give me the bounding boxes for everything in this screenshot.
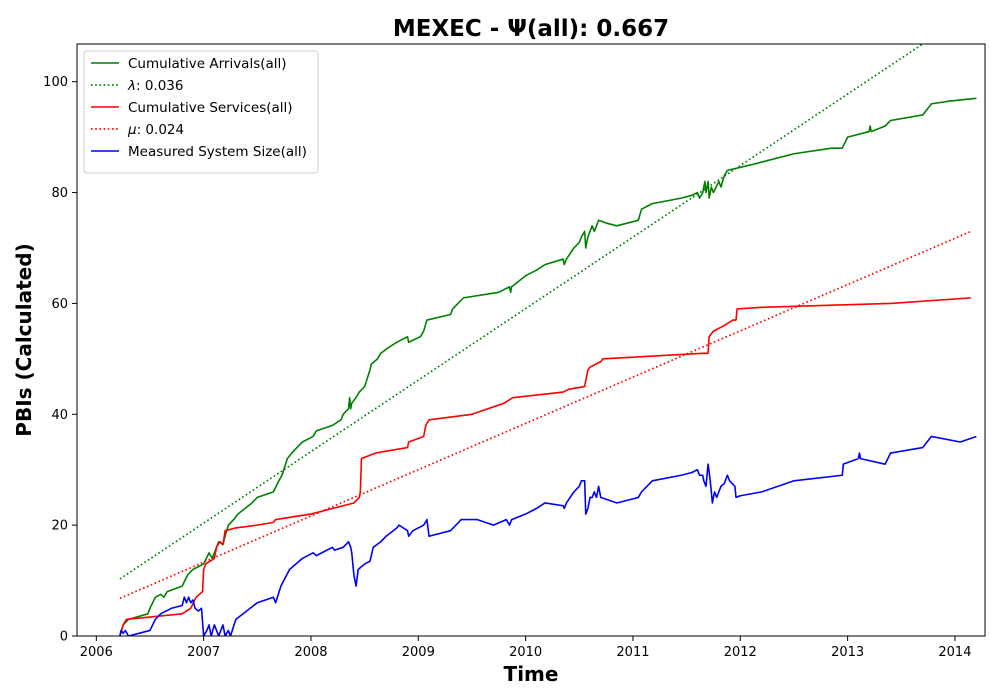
x-tick-label: 2013 <box>831 645 864 660</box>
x-tick-label: 2014 <box>938 645 971 660</box>
x-tick-label: 2009 <box>402 645 435 660</box>
y-tick-label: 100 <box>43 75 68 90</box>
plot-frame <box>76 43 986 637</box>
legend-box <box>83 50 319 174</box>
series-line-lambda <box>119 44 924 580</box>
legend-label-arrivals: Cumulative Arrivals(all) <box>128 56 287 72</box>
y-axis-title: PBIs (Calculated) <box>12 243 36 436</box>
series-line-services <box>119 297 972 636</box>
y-tick-label: 80 <box>51 186 68 201</box>
x-tick-label: 2008 <box>294 645 327 660</box>
legend: Cumulative Arrivals(all) λ: 0.036 Cumulati… <box>83 50 319 174</box>
legend-label-services: Cumulative Services(all) <box>128 100 293 116</box>
series-line-system <box>119 435 977 636</box>
y-tick-label: 40 <box>51 408 68 423</box>
y-tick-label: 60 <box>51 297 68 312</box>
x-axis: 2006 2007 2008 2009 2010 2011 2012 2013 2014 <box>80 636 971 660</box>
plot-area <box>119 44 977 636</box>
x-tick-label: 2007 <box>187 645 220 660</box>
series-line-mu <box>119 230 972 600</box>
legend-label-system: Measured System Size(all) <box>128 144 307 160</box>
x-tick-label: 2012 <box>724 645 757 660</box>
x-tick-label: 2010 <box>509 645 542 660</box>
chart-title: MEXEC - Ψ(all): 0.667 <box>393 16 669 42</box>
x-tick-label: 2011 <box>616 645 649 660</box>
y-tick-label: 0 <box>60 630 68 645</box>
y-tick-label: 20 <box>51 519 68 534</box>
legend-label-mu: μ: 0.024 <box>127 122 184 138</box>
x-axis-title: Time <box>504 662 559 686</box>
series-line-arrivals <box>119 97 977 636</box>
legend-label-lambda: λ: 0.036 <box>127 78 184 94</box>
y-axis: 0 20 40 60 80 100 <box>43 75 77 645</box>
x-tick-label: 2006 <box>80 645 113 660</box>
series-group <box>119 44 977 636</box>
